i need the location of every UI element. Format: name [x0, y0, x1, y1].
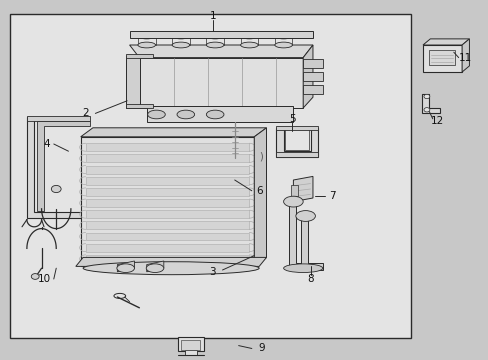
Polygon shape	[303, 45, 312, 108]
Bar	[126, 104, 153, 108]
Ellipse shape	[172, 42, 189, 48]
Polygon shape	[422, 45, 461, 72]
Ellipse shape	[51, 185, 61, 193]
Polygon shape	[254, 128, 266, 266]
Text: 9: 9	[258, 343, 264, 354]
Bar	[303, 59, 322, 68]
Polygon shape	[85, 188, 249, 196]
Ellipse shape	[138, 33, 155, 39]
Polygon shape	[27, 117, 90, 218]
Ellipse shape	[295, 211, 315, 221]
Text: 12: 12	[430, 116, 444, 126]
Text: 4: 4	[43, 139, 50, 149]
Polygon shape	[37, 121, 90, 211]
Ellipse shape	[423, 94, 429, 99]
Polygon shape	[129, 45, 312, 58]
Ellipse shape	[274, 33, 292, 39]
Bar	[10, 14, 410, 338]
Ellipse shape	[138, 42, 155, 48]
Text: 3: 3	[209, 267, 216, 277]
Bar	[126, 54, 153, 58]
Text: ): )	[259, 152, 263, 162]
Ellipse shape	[283, 196, 303, 207]
Ellipse shape	[31, 274, 39, 279]
Text: 8: 8	[306, 274, 313, 284]
Bar	[184, 350, 196, 355]
Polygon shape	[81, 128, 266, 137]
Polygon shape	[85, 244, 249, 252]
Ellipse shape	[147, 110, 165, 119]
Ellipse shape	[283, 264, 322, 273]
Bar	[285, 129, 308, 150]
Bar	[276, 126, 317, 130]
Polygon shape	[85, 177, 249, 185]
Bar	[27, 116, 90, 121]
Bar	[146, 106, 293, 122]
Text: 1: 1	[209, 11, 216, 21]
Ellipse shape	[206, 42, 224, 48]
Polygon shape	[85, 233, 249, 240]
Polygon shape	[76, 257, 266, 266]
Polygon shape	[117, 261, 134, 272]
Ellipse shape	[117, 264, 134, 273]
Bar	[129, 31, 312, 38]
Ellipse shape	[172, 33, 189, 39]
Text: 6: 6	[255, 186, 262, 196]
Ellipse shape	[240, 33, 258, 39]
Ellipse shape	[206, 33, 224, 39]
Polygon shape	[85, 166, 249, 174]
Bar	[303, 72, 322, 81]
Bar	[428, 50, 454, 65]
Text: 5: 5	[288, 114, 295, 124]
Polygon shape	[288, 202, 317, 270]
Polygon shape	[85, 199, 249, 207]
Text: 11: 11	[458, 53, 471, 63]
Polygon shape	[85, 221, 249, 229]
Polygon shape	[81, 137, 254, 266]
Text: 10: 10	[38, 274, 50, 284]
Polygon shape	[293, 176, 312, 202]
Polygon shape	[300, 216, 322, 270]
Ellipse shape	[177, 110, 194, 119]
Polygon shape	[276, 128, 317, 157]
Bar	[126, 56, 140, 108]
Text: 2: 2	[82, 108, 89, 118]
Ellipse shape	[274, 42, 292, 48]
Polygon shape	[146, 261, 163, 272]
Polygon shape	[85, 255, 249, 263]
Bar	[178, 337, 203, 351]
Polygon shape	[85, 143, 249, 151]
Ellipse shape	[146, 264, 163, 273]
Bar	[290, 185, 298, 196]
Polygon shape	[139, 58, 303, 108]
Polygon shape	[422, 39, 468, 45]
Polygon shape	[421, 94, 439, 113]
Polygon shape	[85, 154, 249, 162]
Text: 7: 7	[328, 191, 335, 201]
Ellipse shape	[240, 42, 258, 48]
Polygon shape	[461, 39, 468, 72]
Bar	[276, 152, 317, 157]
Ellipse shape	[83, 262, 259, 275]
Bar	[181, 340, 200, 350]
Ellipse shape	[206, 110, 224, 119]
Bar	[303, 85, 322, 94]
Polygon shape	[85, 210, 249, 218]
Ellipse shape	[423, 108, 429, 112]
